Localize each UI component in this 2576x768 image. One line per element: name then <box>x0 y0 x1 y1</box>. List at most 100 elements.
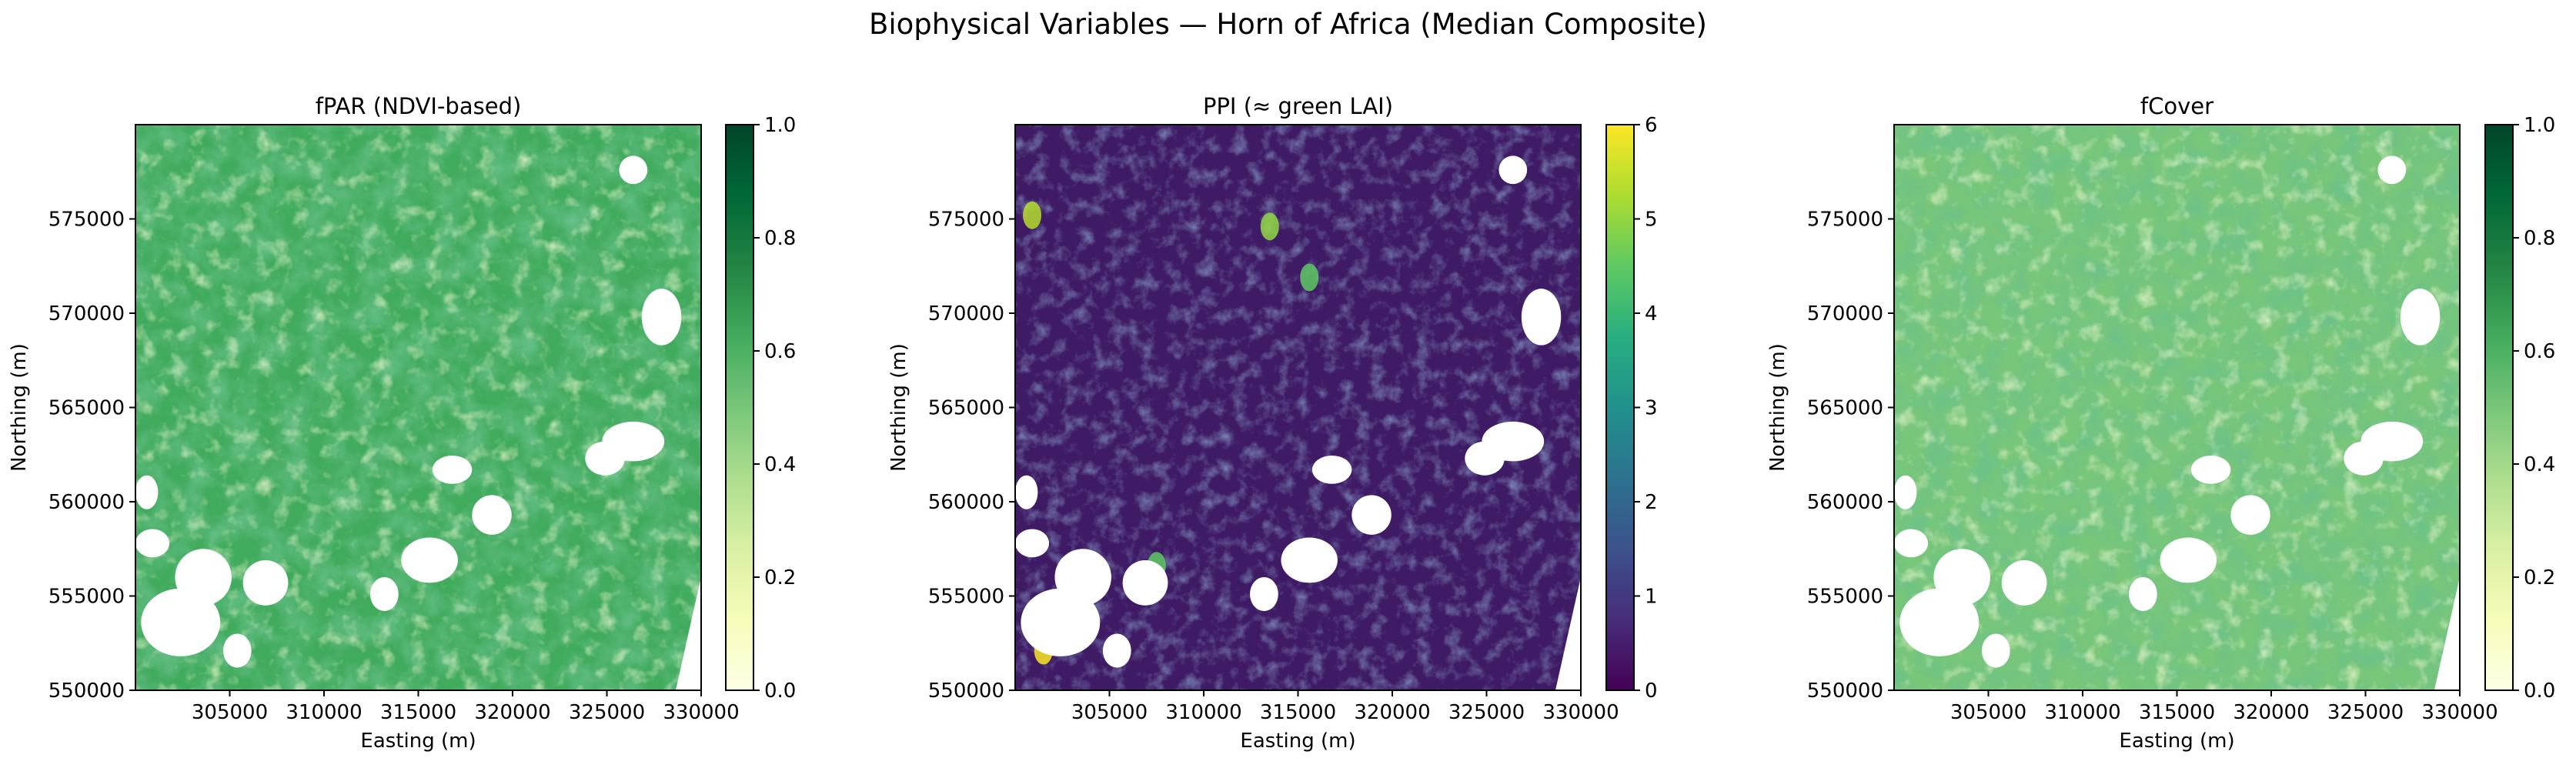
y-axis-label: Northing (m) <box>1766 343 1789 472</box>
no-data-patch <box>1933 549 1990 606</box>
no-data-patch <box>1465 441 1505 476</box>
y-tick-label: 555000 <box>928 586 1004 609</box>
x-tick-label: 330000 <box>2421 701 2497 724</box>
y-tick-label: 575000 <box>928 209 1004 232</box>
x-tick-label: 305000 <box>1071 701 1148 724</box>
bright-pixel <box>1023 201 1042 229</box>
y-tick-label: 565000 <box>48 397 125 420</box>
y-tick-label: 560000 <box>1807 491 1883 514</box>
x-tick-label: 330000 <box>1542 701 1619 724</box>
colorbar-tick-label: 3 <box>1645 397 1658 420</box>
colorbar-tick-label: 0.6 <box>764 340 796 363</box>
x-tick-label: 325000 <box>2327 701 2404 724</box>
chart-panel-1: fPAR (NDVI-based) 305000 310000 315000 32000… <box>8 93 796 753</box>
y-tick-label: 565000 <box>1807 397 1883 420</box>
colorbar <box>1605 124 1635 691</box>
y-tick-label: 555000 <box>48 586 125 609</box>
colorbar-tick-label: 4 <box>1645 302 1658 326</box>
panel-title: fPAR (NDVI-based) <box>316 93 522 119</box>
no-data-wedge <box>2434 577 2460 690</box>
no-data-patch <box>2344 441 2384 476</box>
no-data-patch <box>1250 577 1278 612</box>
no-data-patch <box>472 495 512 535</box>
raster-texture-light <box>1894 125 2460 690</box>
y-tick-label: 560000 <box>48 491 125 514</box>
no-data-wedge <box>1555 577 1581 690</box>
no-data-patch <box>1102 633 1131 668</box>
colorbar-tick-label: 2 <box>1645 491 1658 514</box>
colorbar-tick-label: 0.0 <box>764 680 796 703</box>
no-data-patch <box>1351 495 1392 535</box>
no-data-patch <box>2160 537 2217 583</box>
no-data-patch <box>242 559 289 606</box>
no-data-patch <box>1281 537 1338 583</box>
no-data-patch <box>1015 529 1050 558</box>
panel-title: fCover <box>2140 93 2213 119</box>
x-axis-label: Easting (m) <box>1240 730 1355 753</box>
x-tick-label: 325000 <box>569 701 645 724</box>
no-data-patch <box>135 475 159 509</box>
colorbar-tick-label: 0.8 <box>764 227 796 250</box>
x-tick-label: 315000 <box>380 701 456 724</box>
colorbar <box>725 124 754 691</box>
no-data-patch <box>1894 529 1929 558</box>
no-data-patch <box>175 549 232 606</box>
no-data-patch <box>1981 633 2010 668</box>
no-data-patch <box>585 441 625 476</box>
no-data-patch <box>2230 495 2270 535</box>
no-data-wedge <box>675 577 701 690</box>
colorbar-tick-label: 0.8 <box>2524 227 2555 250</box>
x-tick-label: 320000 <box>1354 701 1430 724</box>
no-data-patch <box>2129 577 2157 612</box>
chart-panel-3: fCover 305000 310000 315000 320000 325000 3300… <box>1766 93 2555 753</box>
x-axis-label: Easting (m) <box>2119 730 2234 753</box>
panel-title: PPI (≈ green LAI) <box>1203 93 1393 119</box>
y-tick-label: 575000 <box>48 209 125 232</box>
chart-panel-2: PPI (≈ green LAI) 305000 310000 315000 32000… <box>887 93 1658 753</box>
x-tick-label: 310000 <box>286 701 362 724</box>
no-data-patch <box>2400 289 2441 346</box>
no-data-patch <box>1021 588 1101 656</box>
x-tick-label: 330000 <box>663 701 739 724</box>
y-tick-label: 560000 <box>928 491 1004 514</box>
no-data-patch <box>2001 559 2047 606</box>
no-data-patch <box>401 537 458 583</box>
y-axis-label: Northing (m) <box>887 343 910 472</box>
no-data-patch <box>1498 155 1528 185</box>
y-tick-label: 570000 <box>48 302 125 326</box>
colorbar-tick-label: 0.4 <box>764 453 796 476</box>
no-data-patch <box>2377 155 2407 185</box>
bright-pixel <box>1260 212 1279 241</box>
colorbar-tick-label: 0.4 <box>2524 453 2555 476</box>
y-tick-label: 555000 <box>1807 586 1883 609</box>
colorbar-tick-label: 1 <box>1645 586 1658 609</box>
x-tick-label: 325000 <box>1448 701 1525 724</box>
x-tick-label: 315000 <box>2139 701 2215 724</box>
x-tick-label: 315000 <box>1260 701 1336 724</box>
figure-title: Biophysical Variables — Horn of Africa (… <box>869 8 1707 41</box>
bright-pixel <box>1300 263 1319 292</box>
colorbar-tick-label: 0.6 <box>2524 340 2555 363</box>
x-tick-label: 310000 <box>2044 701 2120 724</box>
no-data-patch <box>2190 455 2231 484</box>
y-tick-label: 570000 <box>928 302 1004 326</box>
colorbar-tick-label: 0.0 <box>2524 680 2555 703</box>
colorbar-tick-label: 1.0 <box>764 114 796 137</box>
y-tick-label: 550000 <box>48 680 125 703</box>
y-tick-label: 570000 <box>1807 302 1883 326</box>
no-data-patch <box>370 577 399 612</box>
y-tick-label: 550000 <box>1807 680 1883 703</box>
colorbar-tick-label: 5 <box>1645 209 1658 232</box>
x-axis-label: Easting (m) <box>360 730 476 753</box>
x-tick-label: 305000 <box>1950 701 2026 724</box>
y-axis-label: Northing (m) <box>8 343 31 472</box>
colorbar-tick-label: 0.2 <box>764 566 796 589</box>
colorbar-tick-label: 1.0 <box>2524 114 2555 137</box>
x-tick-label: 305000 <box>192 701 268 724</box>
y-tick-label: 565000 <box>928 397 1004 420</box>
no-data-patch <box>1054 549 1111 606</box>
no-data-patch <box>141 588 221 656</box>
y-tick-label: 575000 <box>1807 209 1883 232</box>
no-data-patch <box>1899 588 1980 656</box>
